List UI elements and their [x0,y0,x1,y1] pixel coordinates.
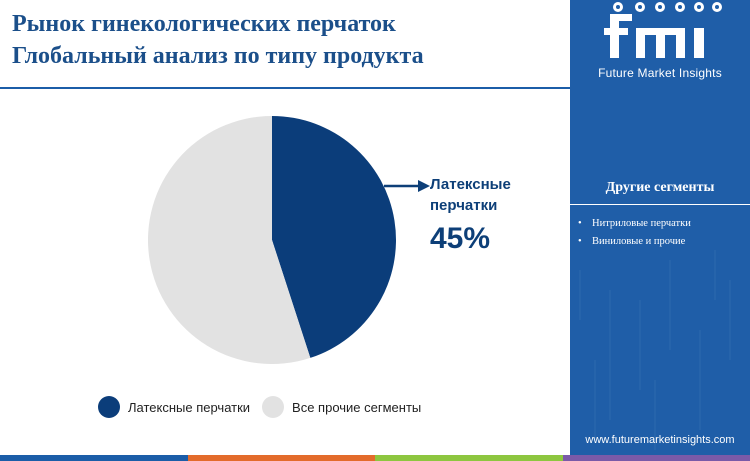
logo-tagline: Future Market Insights [598,66,722,80]
legend-swatch-others [262,396,285,418]
bottom-bar-segment [0,455,188,461]
legend-item-others: Все прочие сегменты [262,396,421,418]
callout-arrow-icon [384,180,430,192]
legend-item-latex: Латексные перчатки [98,396,250,418]
panel-texture [579,250,731,450]
bottom-bar-segment [375,455,563,461]
other-segments-divider [570,204,750,205]
bullet-icon: • [578,236,582,247]
callout-label: Латексные перчатки [430,176,511,214]
legend-swatch-latex [98,396,120,418]
chart-title: Рынок гинекологических перчаток Глобальн… [12,8,572,72]
other-segment-item: • Нитриловые перчатки [578,215,691,233]
chart-legend: Латексные перчатки Все прочие сегменты [98,396,433,418]
other-segment-label: Виниловые и прочие [592,236,686,247]
pie-slice-latex [272,116,396,358]
bullet-icon: • [578,218,582,229]
pie-slice-others [147,116,311,364]
chart-title-line-1: Рынок гинекологических перчаток [12,11,396,37]
pie-chart [147,116,396,364]
title-divider [0,87,570,89]
fmi-logo: Future Market Insights [570,0,750,100]
other-segments-list: • Нитриловые перчатки • Виниловые и прочие [578,215,691,251]
side-panel: Future Market Insights Другие сегменты •… [570,0,750,455]
legend-label-latex: Латексные перчатки [128,399,251,415]
chart-title-line-2: Глобальный анализ по типу продукта [12,43,424,69]
legend-label-others: Все прочие сегменты [292,399,422,415]
bottom-color-bar [0,455,750,461]
callout-value: 45% [430,222,491,255]
other-segment-item: • Виниловые и прочие [578,233,691,251]
fmi-logo-mark [604,2,722,58]
bottom-bar-segment [562,455,750,461]
website-url: www.futuremarketinsights.com [585,434,735,446]
other-segment-label: Нитриловые перчатки [592,218,691,229]
bottom-bar-segment [187,455,375,461]
other-segments-title: Другие сегменты [605,180,715,195]
